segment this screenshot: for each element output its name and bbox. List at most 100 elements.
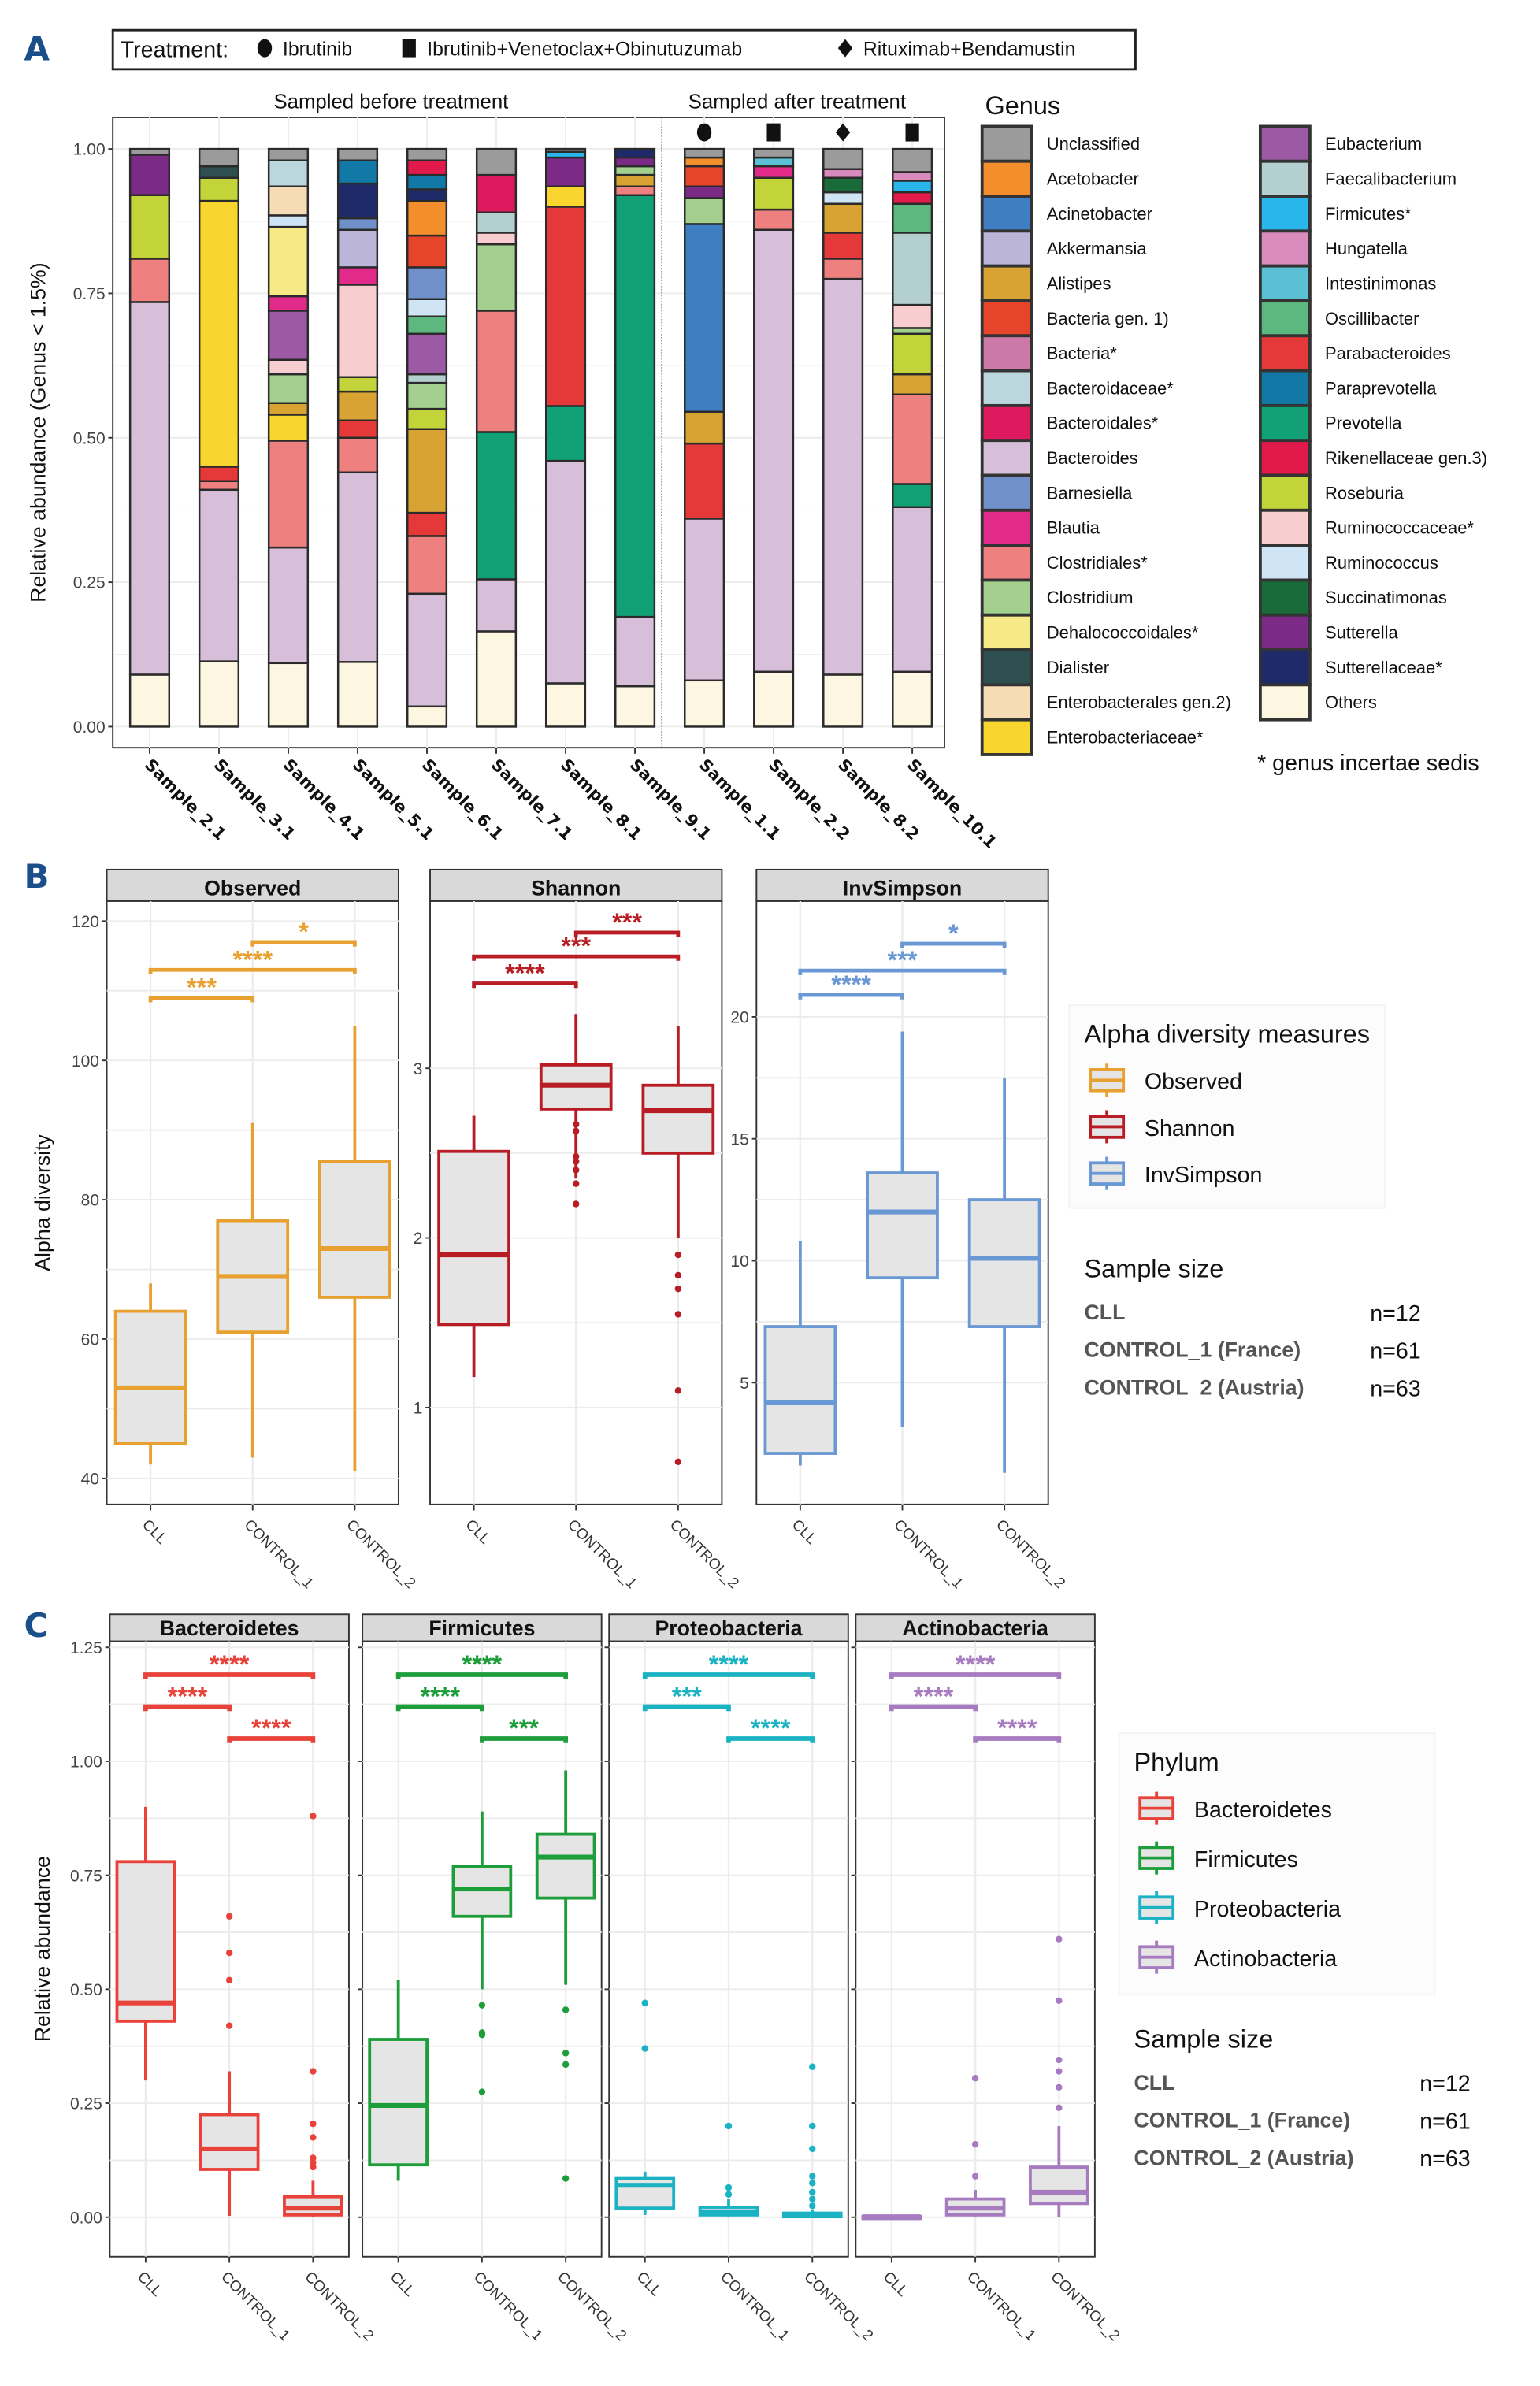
bar-segment-others xyxy=(822,673,864,728)
y-tick-label: 0.75 xyxy=(70,1867,102,1885)
significance-label: **** xyxy=(831,970,871,999)
outlier-point xyxy=(971,2140,979,2148)
legend-label: Dialister xyxy=(1047,658,1109,677)
significance-bracket: * xyxy=(900,919,1007,948)
box-iqr xyxy=(199,2113,260,2171)
legend-label: Acetobacter xyxy=(1047,169,1139,189)
outlier-point xyxy=(641,1999,648,2006)
facet-bacteroidetes: Bacteroidetes CLL CONTROL_1 CONTROL_2 0.00 0.… xyxy=(70,1613,377,2344)
bar-segment-unclassified xyxy=(128,147,171,156)
outlier-point xyxy=(725,2184,733,2191)
genus-legend-item: Roseburia xyxy=(1258,473,1405,512)
legend-swatch xyxy=(1258,439,1312,477)
outlier-point xyxy=(674,1251,682,1259)
significance-bracket: *** xyxy=(148,974,255,1003)
x-tick-label: CONTROL_1 xyxy=(241,1516,317,1592)
y-tick-label: 100 xyxy=(72,1052,99,1071)
facet-strip xyxy=(106,868,399,902)
outlier-point xyxy=(573,1200,580,1208)
sample-size-title: Sample size xyxy=(1134,2024,1274,2053)
significance-bracket: **** xyxy=(889,1683,978,1712)
bar-sample-3-1 xyxy=(198,147,240,728)
genus-legend-item: Ruminococcus xyxy=(1258,544,1438,582)
legend-label: Unclassified xyxy=(1047,134,1140,154)
bar-segment-sutterella xyxy=(614,156,656,168)
significance-bracket: **** xyxy=(726,1714,815,1743)
facet-title: Bacteroidetes xyxy=(160,1616,299,1640)
bar-sample-10-1 xyxy=(892,147,933,728)
significance-label: *** xyxy=(888,946,918,974)
bar-segment-oscillibacter xyxy=(892,202,933,234)
legend-item-observed: Observed xyxy=(1089,1063,1242,1097)
genus-legend-item: Oscillibacter xyxy=(1258,299,1419,338)
y-tick-label: 120 xyxy=(72,913,99,931)
x-tick-label: CONTROL_1 xyxy=(963,2269,1039,2344)
facet-title: InvSimpson xyxy=(843,876,962,900)
genus-legend-item: Firmicutes* xyxy=(1258,195,1412,233)
y-tick-label: 2 xyxy=(414,1230,423,1248)
y-tick-label: 0.25 xyxy=(70,2095,102,2113)
bar-segment-ruminococcaceae xyxy=(892,303,933,329)
genus-legend-item: Clostridium xyxy=(980,578,1134,617)
bar-segment-clostridiales xyxy=(822,258,864,280)
sample-size-n: n=63 xyxy=(1370,1376,1420,1401)
significance-label: **** xyxy=(421,1683,461,1711)
significance-bracket: **** xyxy=(143,1650,316,1679)
panel-a: Treatment: Ibrutinib Ibrutinib+Venetoclax+… xyxy=(26,28,1487,852)
outlier-point xyxy=(225,1949,233,1957)
legend-swatch xyxy=(1258,264,1312,302)
y-tick-label: 1.00 xyxy=(70,1753,102,1772)
genus-legend-item: Rikenellaceae gen.3) xyxy=(1258,439,1487,477)
sample-size-n: n=61 xyxy=(1370,1339,1420,1364)
bar-segment-others xyxy=(475,630,518,728)
significance-label: **** xyxy=(232,945,273,974)
bar-sample-6-1 xyxy=(406,147,448,728)
legend-label: Observed xyxy=(1145,1070,1242,1095)
bar-segment-enterobacteriaceae xyxy=(198,199,240,468)
significance-bracket: **** xyxy=(973,1714,1062,1743)
bar-segment-sutterella xyxy=(544,156,587,187)
significance-label: **** xyxy=(462,1650,503,1679)
bar-segment-parabacteroides xyxy=(684,442,725,520)
bar-segment-paraprevotella xyxy=(406,173,448,191)
legend-label: Bacteria* xyxy=(1047,343,1117,363)
outlier-point xyxy=(674,1387,682,1394)
significance-bracket: **** xyxy=(472,959,578,989)
significance-label: **** xyxy=(914,1683,954,1711)
box-control-1 xyxy=(199,1913,260,2217)
outlier-point xyxy=(809,2122,816,2130)
box-control-1 xyxy=(451,1811,513,2095)
bar-sample-9-1 xyxy=(614,147,656,728)
outlier-point xyxy=(1056,1935,1063,1943)
bar-segment-parabacteroides xyxy=(544,206,587,407)
sample-size-group: CONTROL_2 (Austria) xyxy=(1134,2146,1354,2169)
bar-sample-7-1 xyxy=(475,147,518,728)
genus-legend-item: Prevotella xyxy=(1258,403,1402,443)
legend-label: Firmicutes* xyxy=(1325,204,1412,224)
legend-label: Enterobacterales gen.2) xyxy=(1047,692,1231,712)
significance-bracket: *** xyxy=(480,1714,569,1743)
legend-label: Bacteroidales* xyxy=(1047,414,1159,433)
facet-strip xyxy=(429,868,723,902)
sample-size-n: n=12 xyxy=(1419,2072,1470,2097)
bracket-line xyxy=(798,993,904,1000)
bar-segment-bacteroides xyxy=(892,506,933,673)
significance-bracket: **** xyxy=(395,1650,569,1679)
outlier-point xyxy=(1056,1997,1063,2005)
bar-segment-parabacteroides xyxy=(336,419,379,440)
bracket-line xyxy=(726,1736,815,1743)
outlier-point xyxy=(573,1121,580,1128)
sample-size-group: CLL xyxy=(1134,2071,1175,2095)
bar-segment-roseburia xyxy=(406,407,448,431)
legend-label: Ruminococcaceae* xyxy=(1325,518,1474,538)
outlier-point xyxy=(809,2145,816,2153)
bar-segment-blautia xyxy=(753,165,795,179)
significance-bracket: **** xyxy=(642,1650,815,1679)
legend-label: Intestinimonas xyxy=(1325,273,1436,293)
legend-swatch xyxy=(980,334,1033,373)
legend-swatch xyxy=(1258,159,1312,198)
legend-label: Clostridium xyxy=(1047,588,1134,607)
